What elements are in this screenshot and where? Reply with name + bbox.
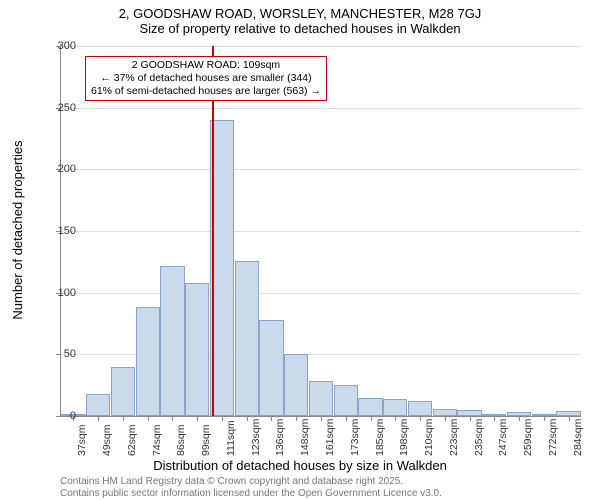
footer-line2: Contains public sector information licen… <box>60 488 442 500</box>
histogram-bar <box>136 307 160 416</box>
ytick-label: 250 <box>58 102 76 114</box>
footer-line1: Contains HM Land Registry data © Crown c… <box>60 476 442 488</box>
xtick-mark <box>172 416 173 421</box>
reference-line <box>212 46 214 416</box>
histogram-bar <box>334 385 358 416</box>
xtick-mark <box>296 416 297 421</box>
histogram-bar <box>111 367 135 416</box>
xtick-label: 136sqm <box>274 419 286 456</box>
xtick-mark <box>197 416 198 421</box>
histogram-bar <box>309 381 333 416</box>
xtick-mark <box>445 416 446 421</box>
xtick-mark <box>395 416 396 421</box>
xtick-mark <box>371 416 372 421</box>
chart-title-line1: 2, GOODSHAW ROAD, WORSLEY, MANCHESTER, M… <box>0 0 600 21</box>
ytick-label: 0 <box>70 410 76 422</box>
bars-layer <box>61 46 581 416</box>
xtick-label: 173sqm <box>349 419 361 456</box>
xtick-label: 99sqm <box>200 424 212 456</box>
y-axis-label: Number of detached properties <box>10 140 25 319</box>
xtick-label: 223sqm <box>448 419 460 456</box>
xtick-mark <box>321 416 322 421</box>
plot-area: 2 GOODSHAW ROAD: 109sqm ← 37% of detache… <box>60 46 581 417</box>
ytick-mark <box>56 416 61 417</box>
xtick-label: 235sqm <box>473 419 485 456</box>
histogram-bar <box>235 261 259 416</box>
xtick-mark <box>420 416 421 421</box>
histogram-bar <box>358 398 382 417</box>
xtick-label: 86sqm <box>175 424 187 456</box>
xtick-mark <box>346 416 347 421</box>
annotation-line3: 61% of semi-detached houses are larger (… <box>91 85 321 98</box>
histogram-bar <box>383 399 407 416</box>
chart-container: 2, GOODSHAW ROAD, WORSLEY, MANCHESTER, M… <box>0 0 600 500</box>
xtick-label: 259sqm <box>522 419 534 456</box>
xtick-label: 247sqm <box>497 419 509 456</box>
xtick-label: 210sqm <box>423 419 435 456</box>
chart-title-line2: Size of property relative to detached ho… <box>0 21 600 40</box>
xtick-label: 272sqm <box>547 419 559 456</box>
histogram-bar <box>160 266 184 416</box>
annotation-line1: 2 GOODSHAW ROAD: 109sqm <box>91 59 321 72</box>
xtick-label: 111sqm <box>225 420 237 456</box>
xtick-mark <box>494 416 495 421</box>
xtick-label: 185sqm <box>374 419 386 456</box>
xtick-mark <box>247 416 248 421</box>
footer-attribution: Contains HM Land Registry data © Crown c… <box>60 476 442 499</box>
histogram-bar <box>433 409 457 416</box>
ytick-label: 100 <box>58 287 76 299</box>
xtick-label: 49sqm <box>101 424 113 456</box>
xtick-mark <box>569 416 570 421</box>
ytick-label: 200 <box>58 163 76 175</box>
xtick-mark <box>148 416 149 421</box>
ytick-label: 150 <box>58 225 76 237</box>
xtick-label: 74sqm <box>151 424 163 456</box>
xtick-label: 37sqm <box>76 424 88 456</box>
ytick-label: 300 <box>58 40 76 52</box>
xtick-mark <box>271 416 272 421</box>
ytick-mark <box>56 354 61 355</box>
histogram-bar <box>185 283 209 416</box>
xtick-mark <box>519 416 520 421</box>
xtick-label: 148sqm <box>299 419 311 456</box>
annotation-line2: ← 37% of detached houses are smaller (34… <box>91 72 321 85</box>
histogram-bar <box>259 320 283 416</box>
xtick-mark <box>470 416 471 421</box>
annotation-box: 2 GOODSHAW ROAD: 109sqm ← 37% of detache… <box>85 56 327 101</box>
xtick-label: 198sqm <box>398 419 410 456</box>
histogram-bar <box>86 394 110 416</box>
histogram-bar <box>408 401 432 416</box>
xtick-mark <box>123 416 124 421</box>
histogram-bar <box>284 354 308 416</box>
xtick-label: 62sqm <box>126 424 138 456</box>
xtick-mark <box>222 416 223 421</box>
x-axis-label: Distribution of detached houses by size … <box>0 458 600 473</box>
ytick-label: 50 <box>64 348 76 360</box>
xtick-label: 161sqm <box>324 419 336 456</box>
xtick-label: 123sqm <box>250 419 262 456</box>
xtick-mark <box>544 416 545 421</box>
xtick-label: 284sqm <box>572 419 584 456</box>
xtick-mark <box>98 416 99 421</box>
